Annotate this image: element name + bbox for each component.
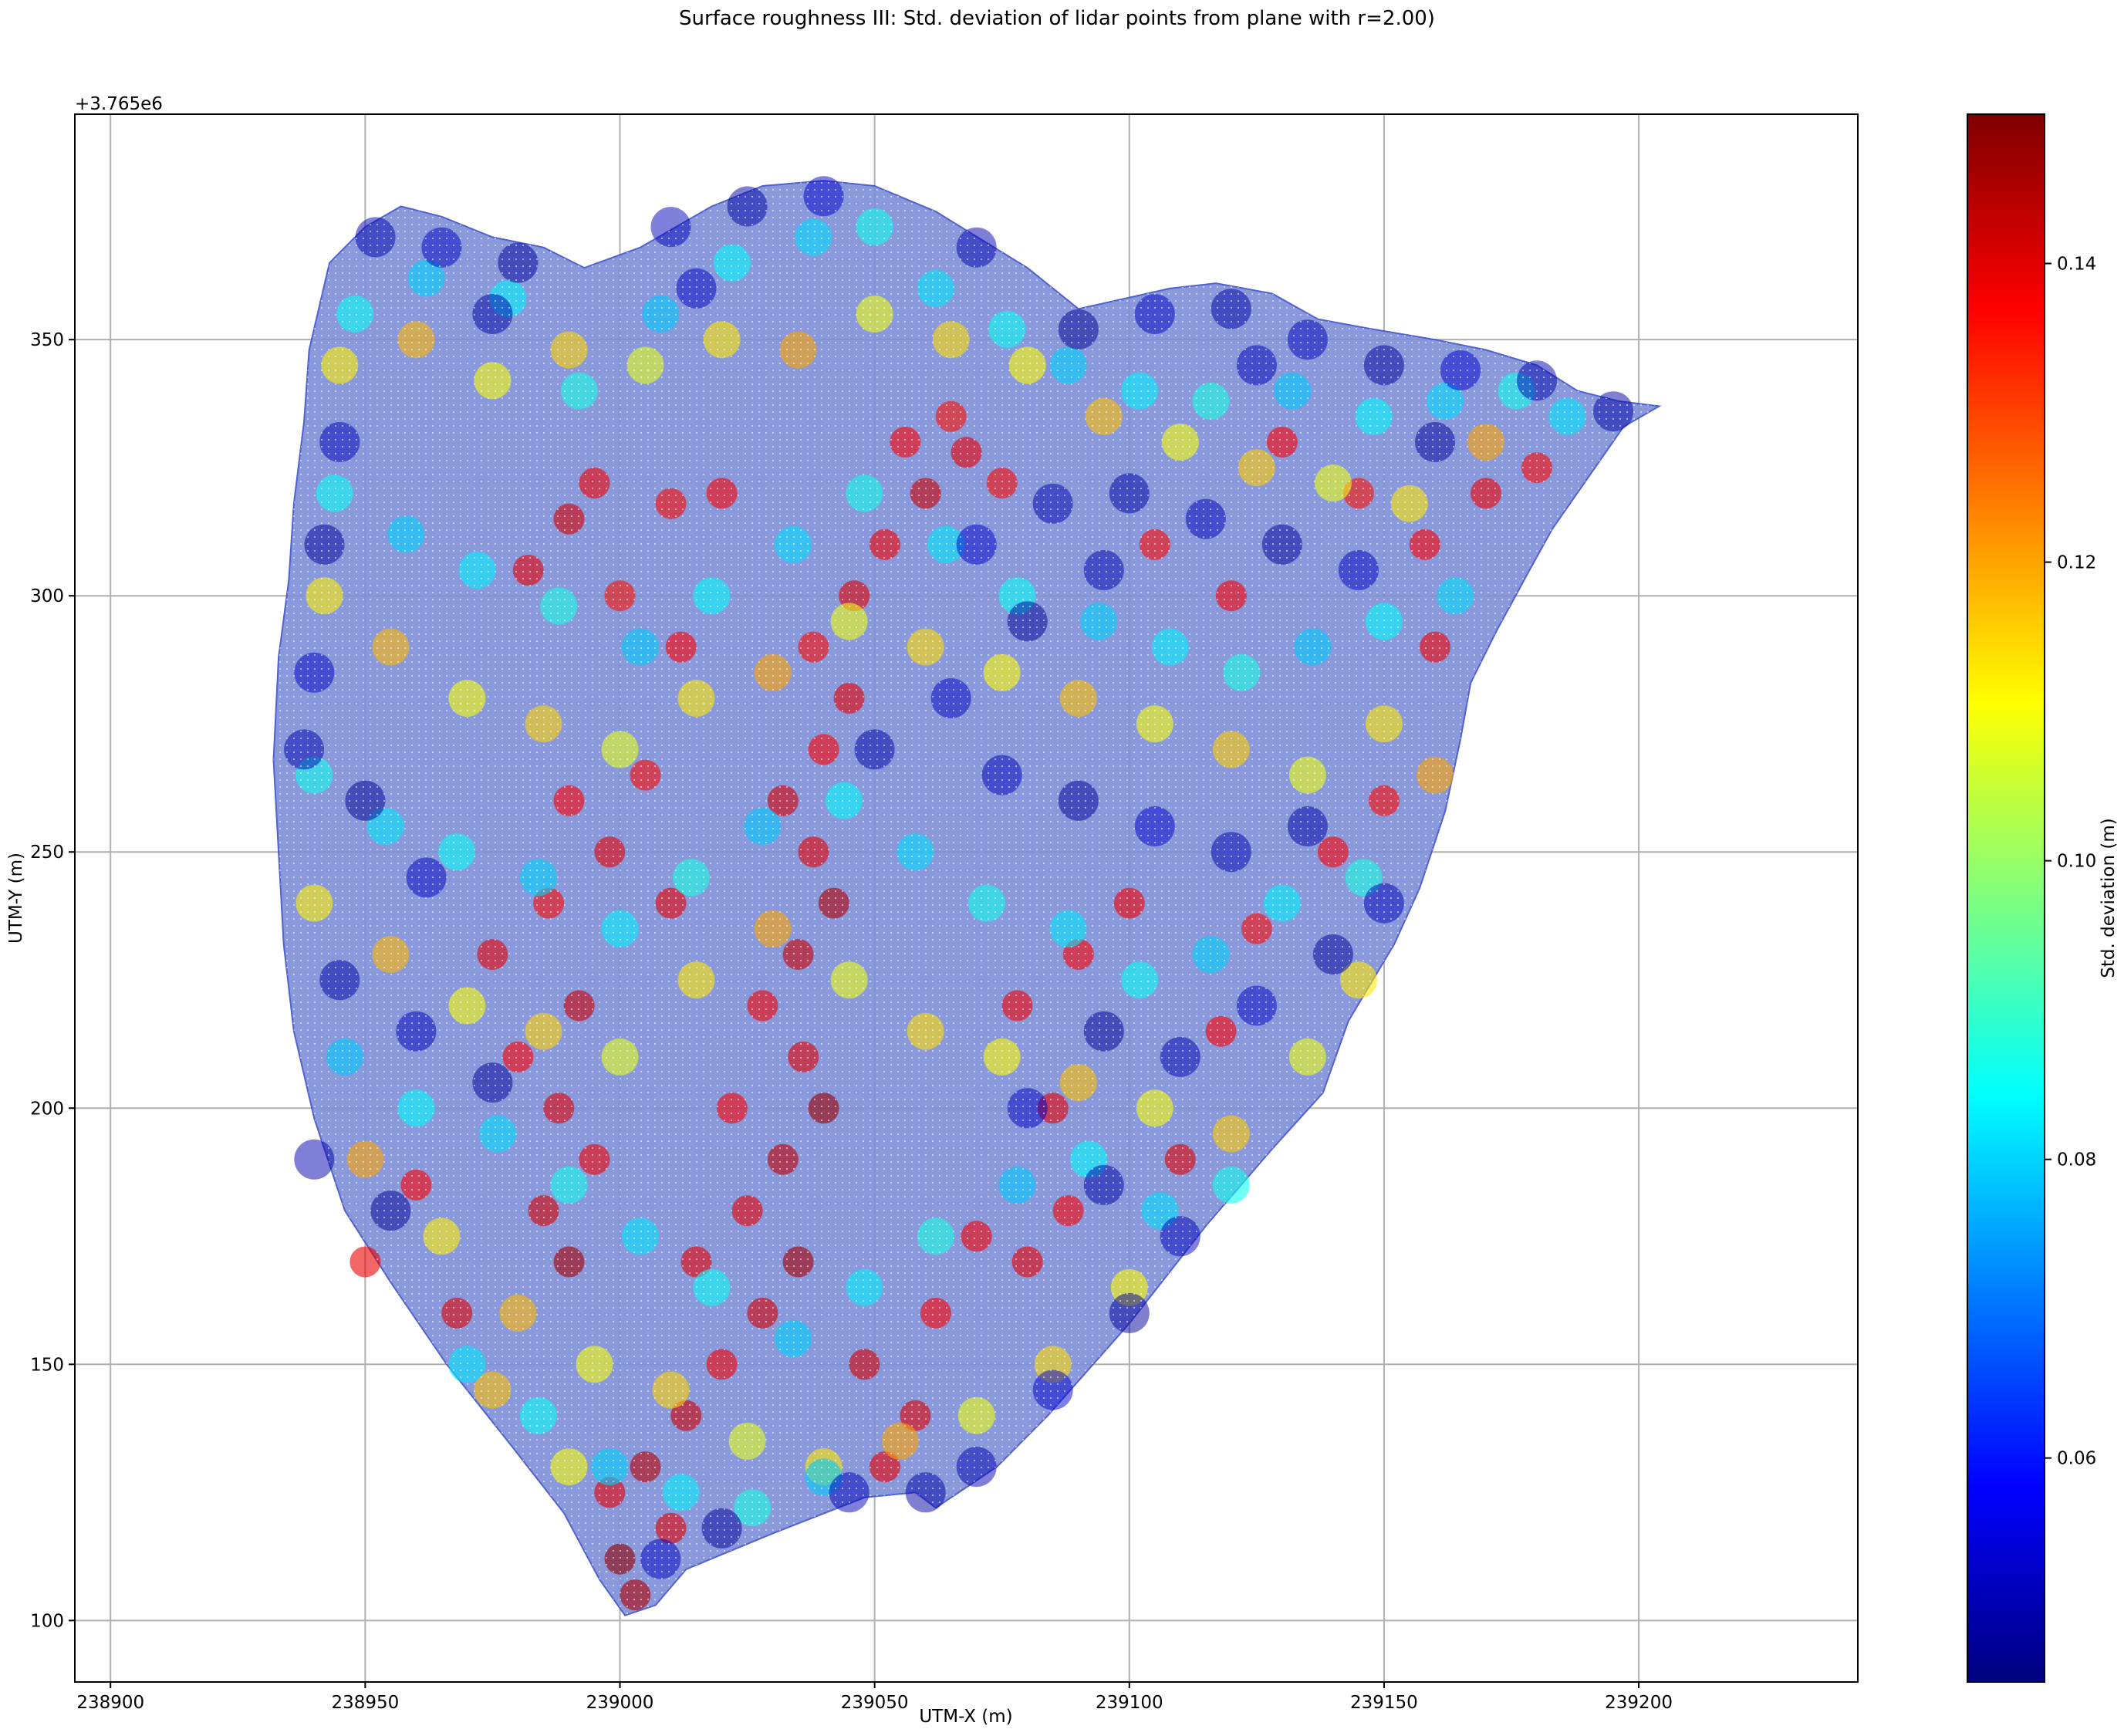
colorbar-tick-label: 0.08 (2057, 1150, 2096, 1170)
colorbar: 0.06 0.08 0.10 0.12 0.14 Std. deviation (m) (1967, 113, 2119, 1683)
x-axis: 238900 238950 239000 239050 239100 239150 2392… (76, 1682, 1673, 1713)
chart-title: Surface roughness III: Std. deviation of… (679, 7, 1435, 30)
x-tick-label: 239200 (1605, 1693, 1673, 1713)
x-tick-label: 239000 (586, 1693, 654, 1713)
y-tick-label: 250 (30, 843, 64, 863)
colorbar-label: Std. deviation (m) (2099, 818, 2119, 978)
point-cloud-texture (273, 181, 1660, 1616)
colorbar-tick-label: 0.12 (2057, 553, 2096, 573)
x-tick-label: 239050 (841, 1693, 909, 1713)
point-low (294, 1139, 335, 1180)
scatter-layer (272, 176, 1662, 1616)
y-tick-label: 100 (30, 1611, 64, 1631)
y-offset-label: +3.765e6 (75, 94, 163, 114)
x-tick-label: 239150 (1350, 1693, 1418, 1713)
y-axis-title: UTM-Y (m) (6, 853, 26, 944)
y-tick-label: 150 (30, 1355, 64, 1375)
colorbar-tick-label: 0.14 (2057, 255, 2096, 275)
y-tick-label: 200 (30, 1099, 64, 1119)
y-tick-label: 300 (30, 586, 64, 606)
x-tick-label: 238950 (331, 1693, 399, 1713)
x-tick-label: 238900 (76, 1693, 144, 1713)
colorbar-gradient (1967, 113, 2045, 1683)
x-tick-label: 239100 (1096, 1693, 1163, 1713)
colorbar-ticks: 0.06 0.08 0.10 0.12 0.14 (2045, 255, 2096, 1469)
colorbar-tick-label: 0.10 (2057, 852, 2096, 872)
plot-frame (74, 113, 1859, 1683)
y-tick-label: 350 (30, 330, 64, 350)
colorbar-tick-label: 0.06 (2057, 1449, 2096, 1469)
y-axis: 100 150 200 250 300 350 (30, 330, 75, 1631)
x-axis-title: UTM-X (m) (919, 1707, 1012, 1727)
